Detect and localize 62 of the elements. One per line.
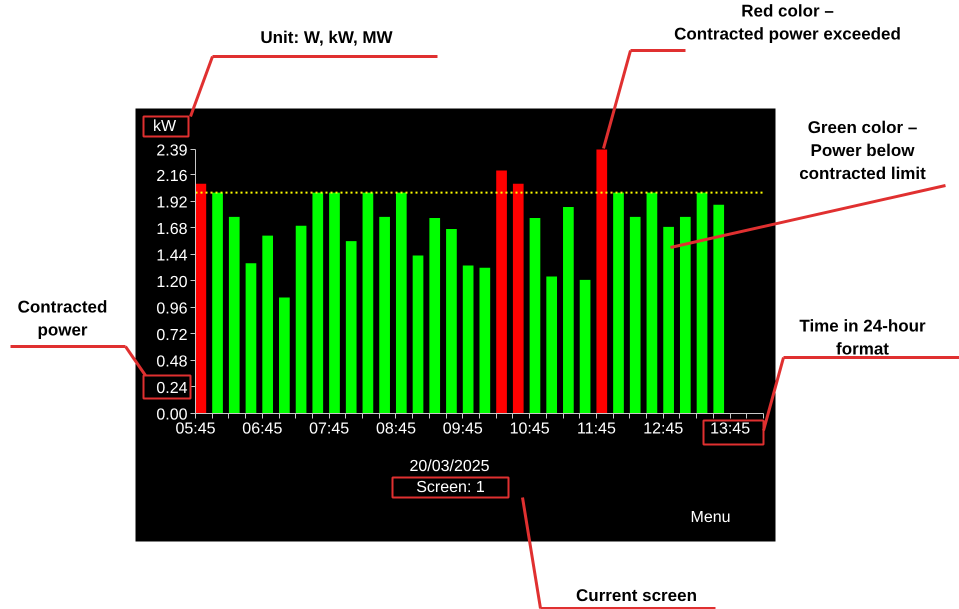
bar bbox=[362, 192, 374, 414]
text: Menu bbox=[690, 509, 731, 526]
text: Current screen bbox=[576, 586, 697, 605]
text: Red color – Contracted power exceeded bbox=[674, 2, 901, 44]
bar bbox=[646, 192, 658, 414]
bar bbox=[196, 184, 206, 414]
bar bbox=[630, 216, 641, 414]
x-tick-label: 09:45 bbox=[442, 420, 483, 438]
bar bbox=[212, 192, 223, 414]
bar bbox=[246, 263, 256, 414]
y-tick-label: 1.92 bbox=[156, 194, 188, 212]
bar bbox=[396, 192, 407, 414]
y-tick-label: 2.39 bbox=[156, 142, 188, 160]
bar bbox=[546, 276, 558, 414]
x-tick-label: 13:45 bbox=[710, 420, 750, 438]
bar bbox=[480, 268, 490, 414]
y-tick-label: 0.72 bbox=[156, 326, 188, 344]
bar bbox=[279, 298, 290, 414]
bar bbox=[296, 226, 306, 414]
x-tick-label: 12:45 bbox=[643, 420, 684, 438]
bar bbox=[713, 204, 724, 414]
text: Green color – Power below contracted limit bbox=[799, 118, 926, 183]
bar bbox=[429, 218, 440, 414]
y-tick-label: 1.20 bbox=[156, 274, 188, 291]
text: Time in 24-hour format bbox=[799, 316, 926, 358]
bar bbox=[496, 170, 507, 414]
bar bbox=[329, 192, 340, 414]
bar bbox=[312, 192, 324, 414]
bar bbox=[228, 216, 240, 414]
text: Unit: W, kW, MW bbox=[260, 28, 394, 47]
bar bbox=[512, 184, 524, 414]
y-tick-label: 0.48 bbox=[156, 353, 188, 370]
y-axis-title: kW bbox=[152, 118, 177, 135]
bar bbox=[379, 216, 390, 414]
bar bbox=[613, 192, 624, 414]
bar bbox=[580, 280, 590, 414]
x-tick-label: 08:45 bbox=[376, 420, 416, 438]
bar bbox=[663, 226, 674, 414]
x-tick-label: 11:45 bbox=[577, 420, 616, 438]
bar bbox=[696, 192, 708, 414]
bar bbox=[262, 236, 274, 414]
bar bbox=[680, 216, 691, 414]
y-tick-label: 2.16 bbox=[156, 168, 188, 185]
y-tick-label: 0.96 bbox=[156, 300, 188, 318]
bar bbox=[446, 229, 457, 414]
text: Contracted power bbox=[18, 298, 108, 340]
y-tick-label: 1.68 bbox=[156, 220, 188, 238]
bar bbox=[412, 256, 424, 414]
bar bbox=[596, 150, 608, 414]
bar bbox=[563, 206, 574, 414]
y-tick-label: 0.24 bbox=[156, 380, 188, 397]
y-tick-label: 1.44 bbox=[156, 247, 188, 264]
x-tick-label: 10:45 bbox=[510, 420, 550, 438]
bar bbox=[462, 265, 474, 414]
x-axis-title: 20/03/2025 bbox=[409, 458, 490, 475]
x-tick-label: 06:45 bbox=[242, 420, 282, 438]
bar bbox=[346, 241, 357, 414]
y-tick-label: 0.00 bbox=[156, 406, 188, 424]
x-tick-label: 07:45 bbox=[309, 420, 350, 438]
bar bbox=[530, 218, 540, 414]
text: Screen: 1 bbox=[416, 479, 485, 496]
x-tick-label: 05:45 bbox=[175, 420, 216, 438]
